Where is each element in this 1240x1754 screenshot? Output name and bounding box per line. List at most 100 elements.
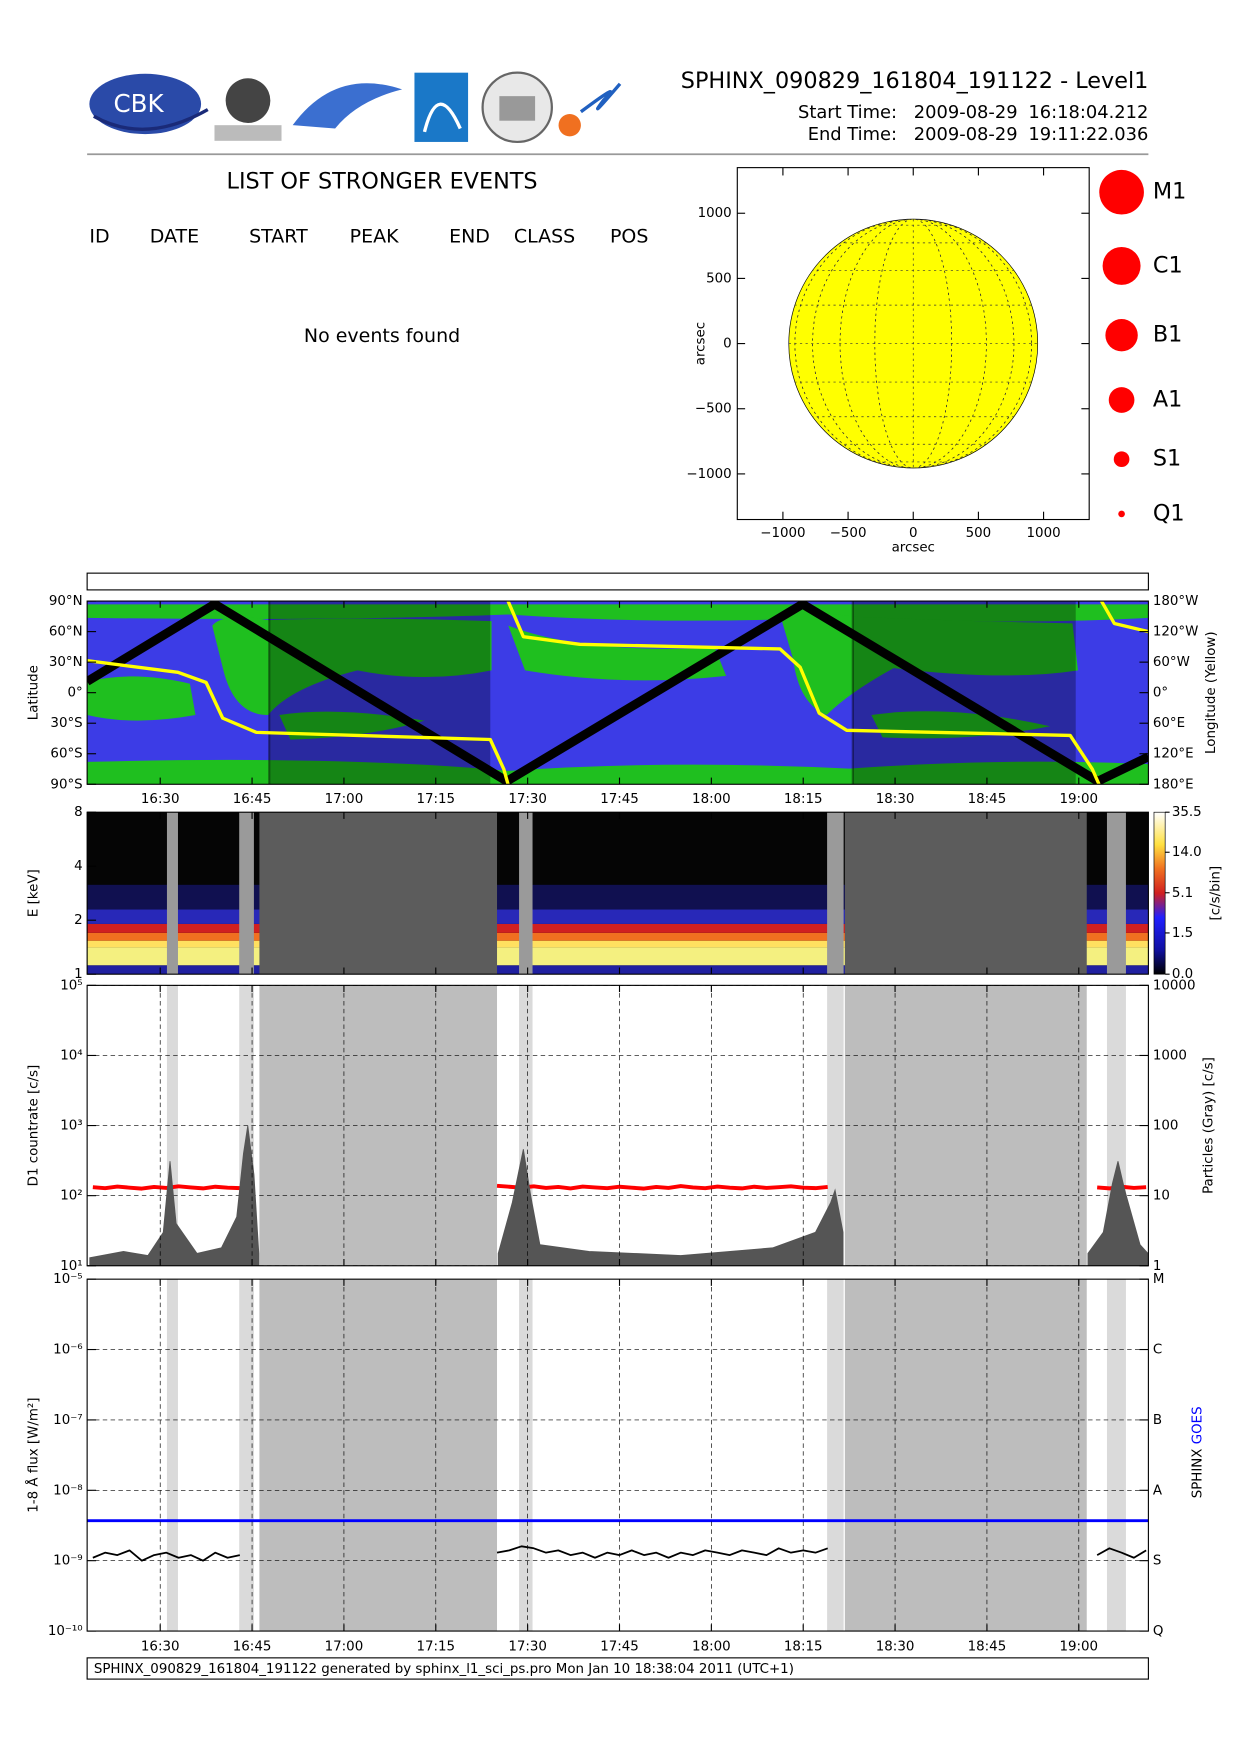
y-tick-label: 10³	[60, 1119, 82, 1134]
x-tick-label: 17:30	[508, 1640, 547, 1655]
x-tick-label: 17:45	[600, 792, 639, 807]
x-tick-label: 17:00	[325, 1640, 364, 1655]
plot-frame	[86, 811, 1149, 975]
logos: CBK	[89, 71, 622, 144]
x-tick-label: −500	[830, 526, 867, 541]
y-tick-label: 60°N	[49, 625, 83, 640]
x-tick-label: 16:30	[141, 792, 180, 807]
y-tick-label: 10⁻⁹	[53, 1554, 82, 1569]
shaded-interval	[239, 1279, 254, 1632]
colorbar-tick-label: 0.0	[1172, 967, 1193, 982]
logo-portrait	[225, 78, 271, 123]
empty-bar	[86, 572, 1149, 591]
x-tick-label: 18:30	[876, 1640, 915, 1655]
y-tick-label: 8	[74, 805, 83, 820]
y-tick-label: 10⁵	[60, 978, 82, 993]
logo-square	[414, 72, 469, 142]
y-tick-label: 10⁻⁸	[53, 1483, 82, 1498]
land	[87, 759, 1149, 785]
events-column: POS	[610, 225, 648, 247]
y-tick-label: 0°	[67, 686, 82, 701]
shaded-interval	[844, 1279, 1087, 1632]
start-date: 2009-08-29	[914, 102, 1018, 123]
y2-tick-label: C	[1153, 1343, 1162, 1358]
spectrum-band	[87, 923, 1149, 933]
y-axis-label: 1-8 Å flux [W/m²]	[25, 1397, 42, 1512]
logo-building	[499, 96, 536, 121]
events-column: CLASS	[514, 225, 575, 247]
y-tick-label: 10⁻⁶	[53, 1343, 82, 1358]
y-tick-label: 4	[74, 859, 83, 874]
y2-tick-label: B	[1153, 1413, 1162, 1428]
y2-axis-label: Particles (Gray) [c/s]	[1202, 1057, 1217, 1194]
series-line	[92, 1545, 1147, 1562]
spectrum-band	[87, 940, 1149, 948]
y-axis-label: arcsec	[693, 322, 708, 365]
land	[508, 625, 727, 681]
y-tick-label: 10¹	[60, 1259, 82, 1274]
logo-swoosh	[93, 108, 209, 131]
data-gap	[827, 812, 844, 975]
data-gap	[166, 812, 178, 975]
y-axis-label: D1 countrate [c/s]	[27, 1065, 42, 1187]
y-tick-label: 30°S	[50, 716, 82, 731]
y-tick-label: 10⁻⁵	[53, 1272, 82, 1287]
x-tick-label: 19:00	[1059, 1640, 1098, 1655]
legend-label: C1	[1153, 252, 1183, 278]
y2-tick-label: 0°	[1153, 686, 1168, 701]
legend-label: B1	[1153, 322, 1183, 348]
y2-tick-label: 180°E	[1153, 777, 1194, 792]
legend-marker	[1113, 451, 1130, 468]
y2-tick-label: 10000	[1153, 978, 1196, 993]
clipped-group	[87, 601, 1149, 785]
y-tick-label: 10⁴	[60, 1048, 82, 1063]
x-tick-label: 18:15	[784, 792, 823, 807]
x-tick-label: 16:30	[141, 1640, 180, 1655]
y2-tick-label: 180°W	[1153, 594, 1199, 609]
events-title: LIST OF STRONGER EVENTS	[227, 169, 538, 195]
y-tick-label: 10⁻¹⁰	[48, 1624, 83, 1639]
spectrum-band	[87, 965, 1149, 975]
x-tick-label: 0	[909, 526, 918, 541]
logo-caption	[214, 125, 282, 141]
events-column: ID	[89, 225, 109, 247]
events-column: START	[249, 225, 308, 247]
end-date: 2009-08-29	[914, 124, 1018, 145]
events-message: No events found	[304, 325, 460, 347]
events-column: PEAK	[350, 225, 399, 247]
footer-text: SPHINX_090829_161804_191122 generated by…	[94, 1662, 794, 1677]
y2-tick-label: 120°E	[1153, 747, 1194, 762]
x-tick-label: −1000	[760, 526, 805, 541]
x-tick-label: 16:45	[233, 1640, 272, 1655]
y-tick-label: 60°S	[50, 747, 82, 762]
spectrum-band	[87, 932, 1149, 941]
y-tick-label: 2	[74, 913, 83, 928]
x-tick-label: 17:00	[325, 792, 364, 807]
data-gap	[1106, 812, 1126, 975]
colorbar-tick-label: 1.5	[1172, 926, 1193, 941]
y2-tick-label: 120°W	[1153, 625, 1199, 640]
x-tick-label: 17:15	[416, 792, 455, 807]
y-tick-label: 30°N	[49, 655, 83, 670]
longitude-line	[87, 601, 1149, 785]
colorbar-label: [c/s/bin]	[1208, 866, 1223, 921]
data-gap	[259, 812, 498, 975]
x-tick-label: 18:45	[968, 792, 1007, 807]
logo-arc	[422, 102, 462, 133]
y-tick-label: 1000	[698, 206, 732, 221]
logo-cbk	[89, 73, 202, 135]
colorbar	[1153, 811, 1166, 975]
y-axis-label: Latitude	[27, 665, 42, 720]
land	[87, 676, 196, 721]
colorbar-tick-label: 14.0	[1172, 845, 1202, 860]
x-tick-label: 500	[966, 526, 992, 541]
clipped-group	[87, 1279, 1149, 1632]
y2-tick-label: 100	[1153, 1119, 1179, 1134]
events-column: DATE	[150, 225, 199, 247]
x-tick-label: 17:30	[508, 792, 547, 807]
clipped-group	[87, 985, 1149, 1266]
legend-marker	[1102, 246, 1141, 285]
logo-swirl	[579, 82, 622, 114]
